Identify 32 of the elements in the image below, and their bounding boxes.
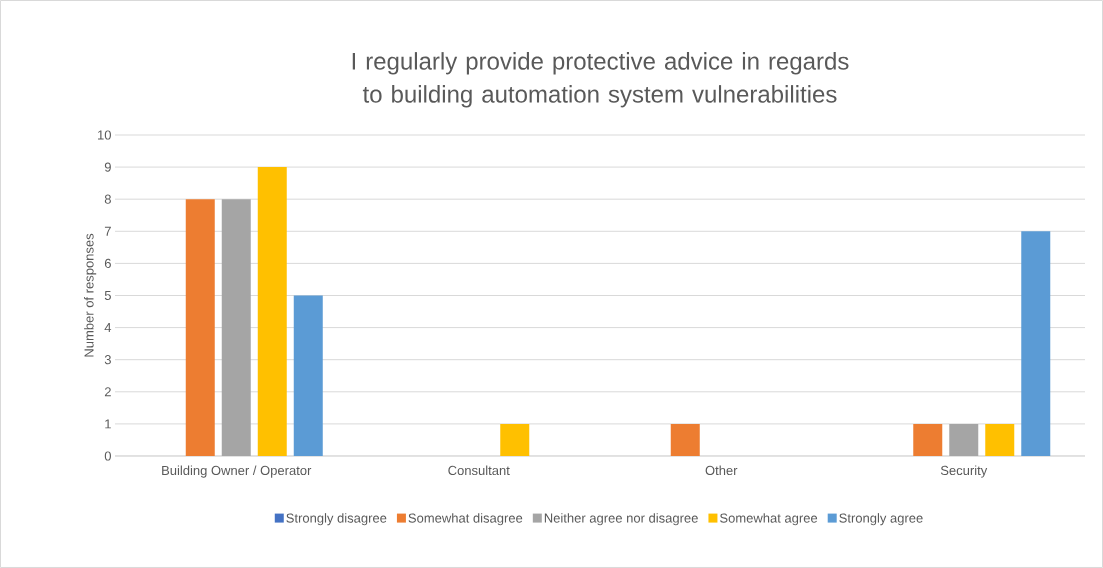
bar <box>949 423 979 456</box>
legend-label: Neither agree nor disagree <box>544 513 698 526</box>
x-tick-label: Security <box>940 465 988 478</box>
y-tick-label: 1 <box>105 419 111 429</box>
y-tick-label: 6 <box>104 258 111 268</box>
chart-title: I regularly provide protective advice in regards to building automation system vulnerabilities <box>352 52 849 108</box>
legend-label: Strongly disagree <box>286 513 387 526</box>
y-tick-label: 2 <box>104 387 111 397</box>
x-tick-label: Consultant <box>448 465 510 476</box>
legend-label: Strongly agree <box>839 513 923 526</box>
y-tick-label: 10 <box>98 130 111 140</box>
y-tick-label: 9 <box>104 162 111 172</box>
y-tick-label: 7 <box>104 226 111 236</box>
bar <box>985 423 1015 456</box>
y-tick-label: 8 <box>104 194 111 204</box>
bar <box>293 295 323 456</box>
y-axis-title: Number of responses <box>84 233 97 357</box>
bar <box>257 167 287 456</box>
bar <box>913 423 943 456</box>
legend-label: Somewhat agree <box>720 513 818 526</box>
legend-label: Somewhat disagree <box>408 513 523 526</box>
bar <box>670 423 700 456</box>
bar <box>500 423 530 456</box>
y-tick-label: 5 <box>104 290 111 301</box>
y-tick-label: 0 <box>104 451 111 461</box>
x-tick-label: Building Owner / Operator <box>162 465 312 478</box>
y-tick-label: 4 <box>104 323 112 333</box>
x-tick-label: Other <box>705 465 738 476</box>
bar <box>1021 231 1051 456</box>
bar <box>185 199 215 456</box>
bar <box>221 199 251 456</box>
y-tick-label: 3 <box>104 355 111 365</box>
